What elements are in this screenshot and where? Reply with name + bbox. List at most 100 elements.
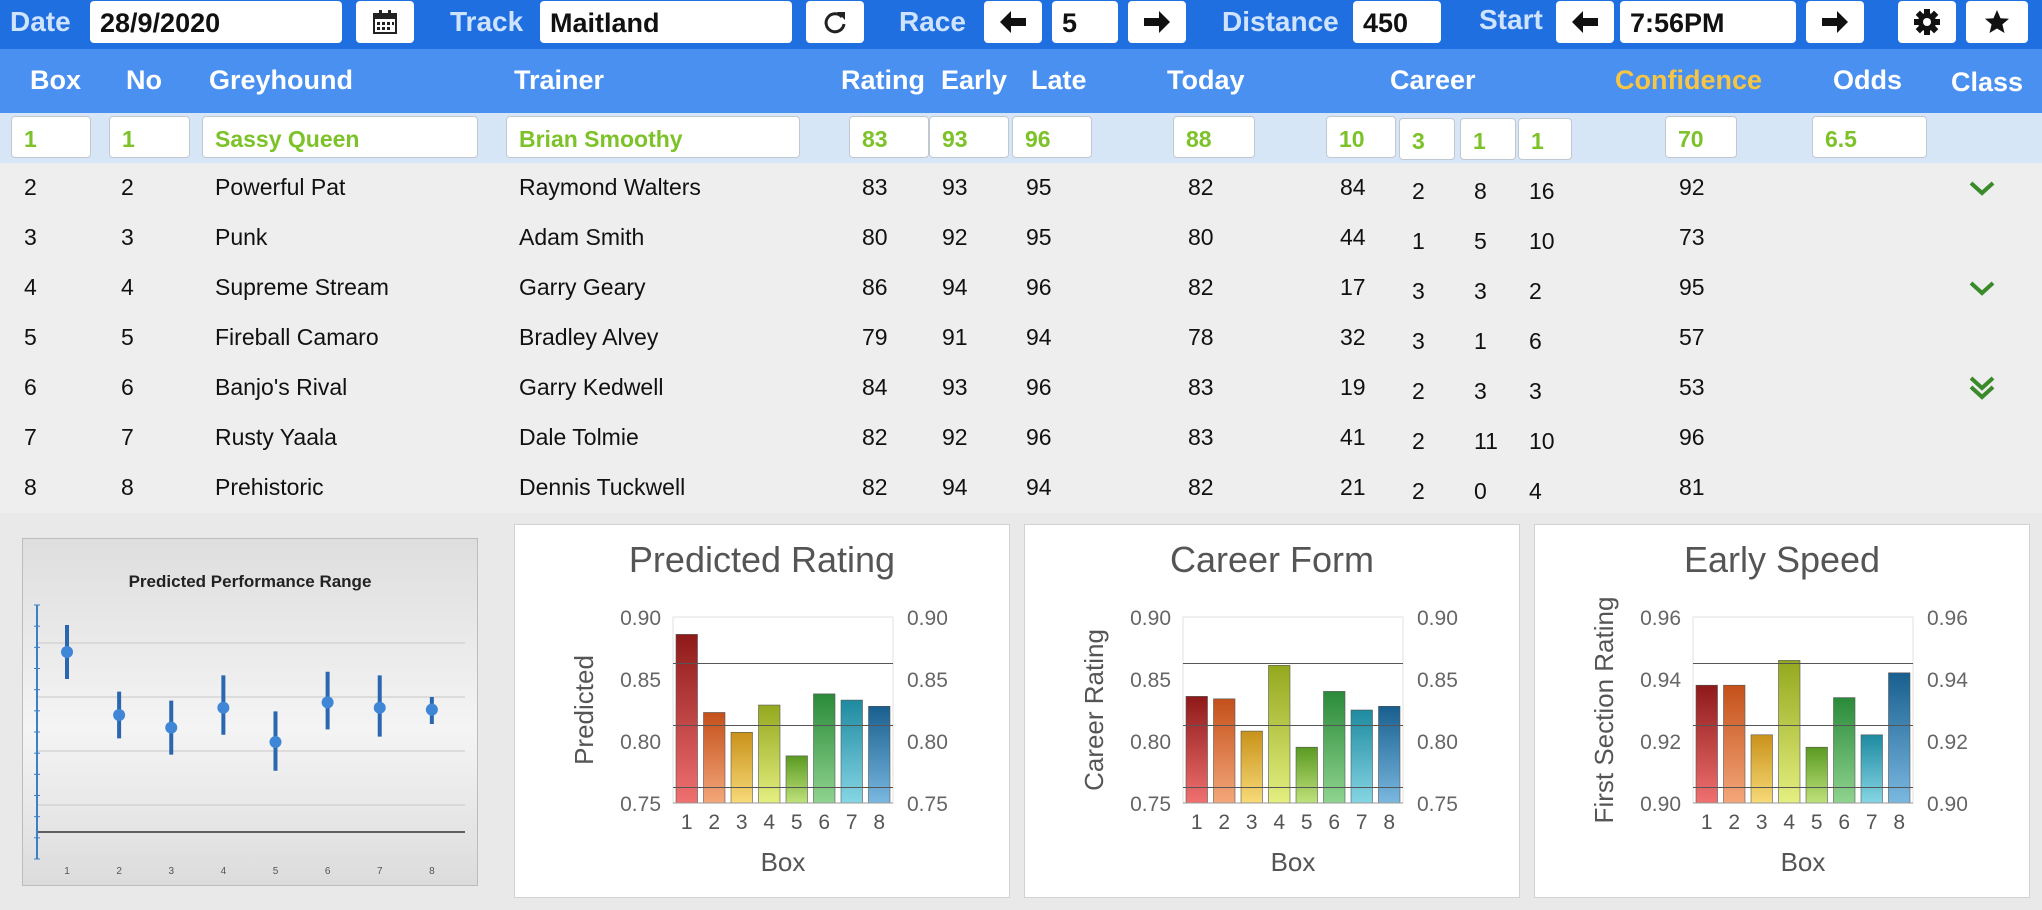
selected-confidence[interactable]: 70	[1665, 116, 1737, 158]
selected-career-a[interactable]: 3	[1399, 118, 1455, 160]
col-odds[interactable]: Odds	[1833, 65, 1903, 95]
col-no[interactable]: No	[126, 65, 162, 95]
selected-early[interactable]: 93	[929, 116, 1009, 158]
calendar-button[interactable]	[356, 1, 414, 43]
col-early[interactable]: Early	[941, 65, 1008, 95]
x-tick-label: 1	[64, 866, 70, 877]
selected-late[interactable]: 96	[1012, 116, 1092, 158]
cell-career-c: 10	[1529, 228, 1555, 254]
col-greyhound[interactable]: Greyhound	[209, 65, 354, 95]
y-axis-label: First Section Rating	[1589, 597, 1619, 824]
y2-tick-label: 0.90	[907, 607, 948, 630]
cell-no: 5	[121, 324, 134, 350]
start-next-button[interactable]	[1806, 1, 1864, 43]
start-time-input[interactable]: 7:56PM	[1620, 1, 1796, 43]
bar	[675, 634, 698, 804]
cell-career-c: 3	[1529, 378, 1542, 404]
selected-odds[interactable]: 6.5	[1812, 116, 1927, 158]
selected-box[interactable]: 1	[11, 116, 91, 158]
x-tick-label: 5	[791, 811, 803, 834]
x-tick-label: 5	[1301, 811, 1313, 834]
selected-today[interactable]: 88	[1173, 116, 1255, 158]
track-input[interactable]: Maitland	[540, 1, 792, 43]
table-row[interactable]: 4 4 Supreme Stream Garry Geary 86 94 96 82 17 3 3 2…	[0, 263, 2042, 313]
table-row[interactable]: 5 5 Fireball Camaro Bradley Alvey 79 91 94 78 32…	[0, 313, 2042, 363]
cell-box: 3	[24, 224, 37, 250]
table-row[interactable]: 6 6 Banjo's Rival Garry Kedwell 84 93 96 83 19 2 3…	[0, 363, 2042, 413]
race-table-body: 2 2 Powerful Pat Raymond Walters 83 93 95 82 84 2…	[0, 163, 2042, 513]
predicted-point	[321, 696, 334, 709]
col-rating[interactable]: Rating	[841, 65, 925, 95]
y-axis-label: Predicted	[569, 655, 599, 765]
bar	[868, 705, 891, 804]
x-tick-label: 6	[1328, 811, 1340, 834]
col-today[interactable]: Today	[1167, 65, 1245, 95]
col-box[interactable]: Box	[30, 65, 82, 95]
start-prev-button[interactable]	[1556, 1, 1614, 43]
career-form-panel: Career Form 0.75 0.75 0.80 0.80 0.85 0.85 0.90…	[1024, 524, 1520, 898]
y-tick-label: 0.75	[620, 793, 661, 816]
x-tick-label: 7	[1866, 811, 1878, 834]
x-tick-label: 7	[846, 811, 858, 834]
y-tick-label: 0.85	[620, 669, 661, 692]
x-tick-label: 5	[273, 866, 279, 877]
early-speed-chart: 0.90 0.90 0.92 0.92 0.94 0.94 0.96 0.96 1 2 3 4 5 6 7 8…	[1589, 597, 1968, 877]
bar	[785, 755, 808, 804]
race-input[interactable]: 5	[1052, 1, 1118, 43]
selected-trainer[interactable]: Brian Smoothy	[506, 116, 800, 158]
gear-icon	[1914, 9, 1940, 35]
cell-today: 82	[1188, 274, 1214, 300]
date-input[interactable]: 28/9/2020	[90, 1, 342, 43]
cell-early: 94	[942, 274, 968, 300]
x-axis-label: Box	[1781, 847, 1826, 877]
early-speed-title: Early Speed	[1683, 539, 1881, 580]
col-class[interactable]: Class	[1951, 67, 2024, 97]
refresh-button[interactable]	[806, 1, 864, 43]
refresh-icon	[824, 12, 846, 34]
cell-late: 94	[1026, 474, 1052, 500]
cell-career-b: 1	[1474, 328, 1487, 354]
y2-tick-label: 0.90	[1417, 607, 1458, 630]
race-next-button[interactable]	[1128, 1, 1186, 43]
track-label: Track	[450, 6, 524, 37]
cell-trainer: Garry Geary	[519, 274, 646, 300]
selected-career-c[interactable]: 1	[1518, 118, 1572, 160]
predicted-point	[373, 701, 386, 714]
cell-career-b: 5	[1474, 228, 1487, 254]
selected-career-b[interactable]: 1	[1460, 118, 1516, 160]
cell-box: 7	[24, 424, 37, 450]
cell-career-a: 2	[1412, 378, 1425, 404]
x-tick-label: 8	[1383, 811, 1395, 834]
cell-late: 96	[1026, 374, 1052, 400]
favorite-button[interactable]	[1966, 1, 2028, 43]
x-tick-label: 4	[221, 866, 227, 877]
selected-rating[interactable]: 83	[849, 116, 929, 158]
col-late[interactable]: Late	[1031, 65, 1087, 95]
distance-input[interactable]: 450	[1353, 1, 1441, 43]
predicted-point	[217, 701, 230, 714]
cell-box: 2	[24, 174, 37, 200]
y-tick-label: 0.94	[1640, 669, 1681, 692]
bar	[1295, 746, 1318, 804]
bar	[1778, 660, 1801, 804]
table-row[interactable]: 7 7 Rusty Yaala Dale Tolmie 82 92 96 83 41 2 11 10 9…	[0, 413, 2042, 463]
col-trainer[interactable]: Trainer	[514, 65, 605, 95]
bar	[758, 704, 781, 804]
table-row[interactable]: 8 8 Prehistoric Dennis Tuckwell 82 94 94 82 21 2 0…	[0, 463, 2042, 513]
bar	[1350, 709, 1373, 804]
selected-row[interactable]: 1 1 Sassy Queen Brian Smoothy 83 93 96 8…	[0, 113, 2042, 163]
selected-no[interactable]: 1	[109, 116, 190, 158]
settings-button[interactable]	[1898, 1, 1956, 43]
col-confidence[interactable]: Confidence	[1615, 65, 1763, 95]
race-prev-button[interactable]	[984, 1, 1042, 43]
cell-confidence: 96	[1679, 424, 1705, 450]
predicted-point	[165, 721, 178, 734]
x-tick-label: 4	[763, 811, 775, 834]
selected-career-rating[interactable]: 10	[1326, 116, 1396, 158]
selected-greyhound[interactable]: Sassy Queen	[202, 116, 478, 158]
col-career[interactable]: Career	[1390, 65, 1476, 95]
cell-box: 8	[24, 474, 37, 500]
table-row[interactable]: 3 3 Punk Adam Smith 80 92 95 80 44 1 5 10 73	[0, 213, 2042, 263]
table-row[interactable]: 2 2 Powerful Pat Raymond Walters 83 93 95 82 84 2…	[0, 163, 2042, 213]
y2-tick-label: 0.75	[1417, 793, 1458, 816]
